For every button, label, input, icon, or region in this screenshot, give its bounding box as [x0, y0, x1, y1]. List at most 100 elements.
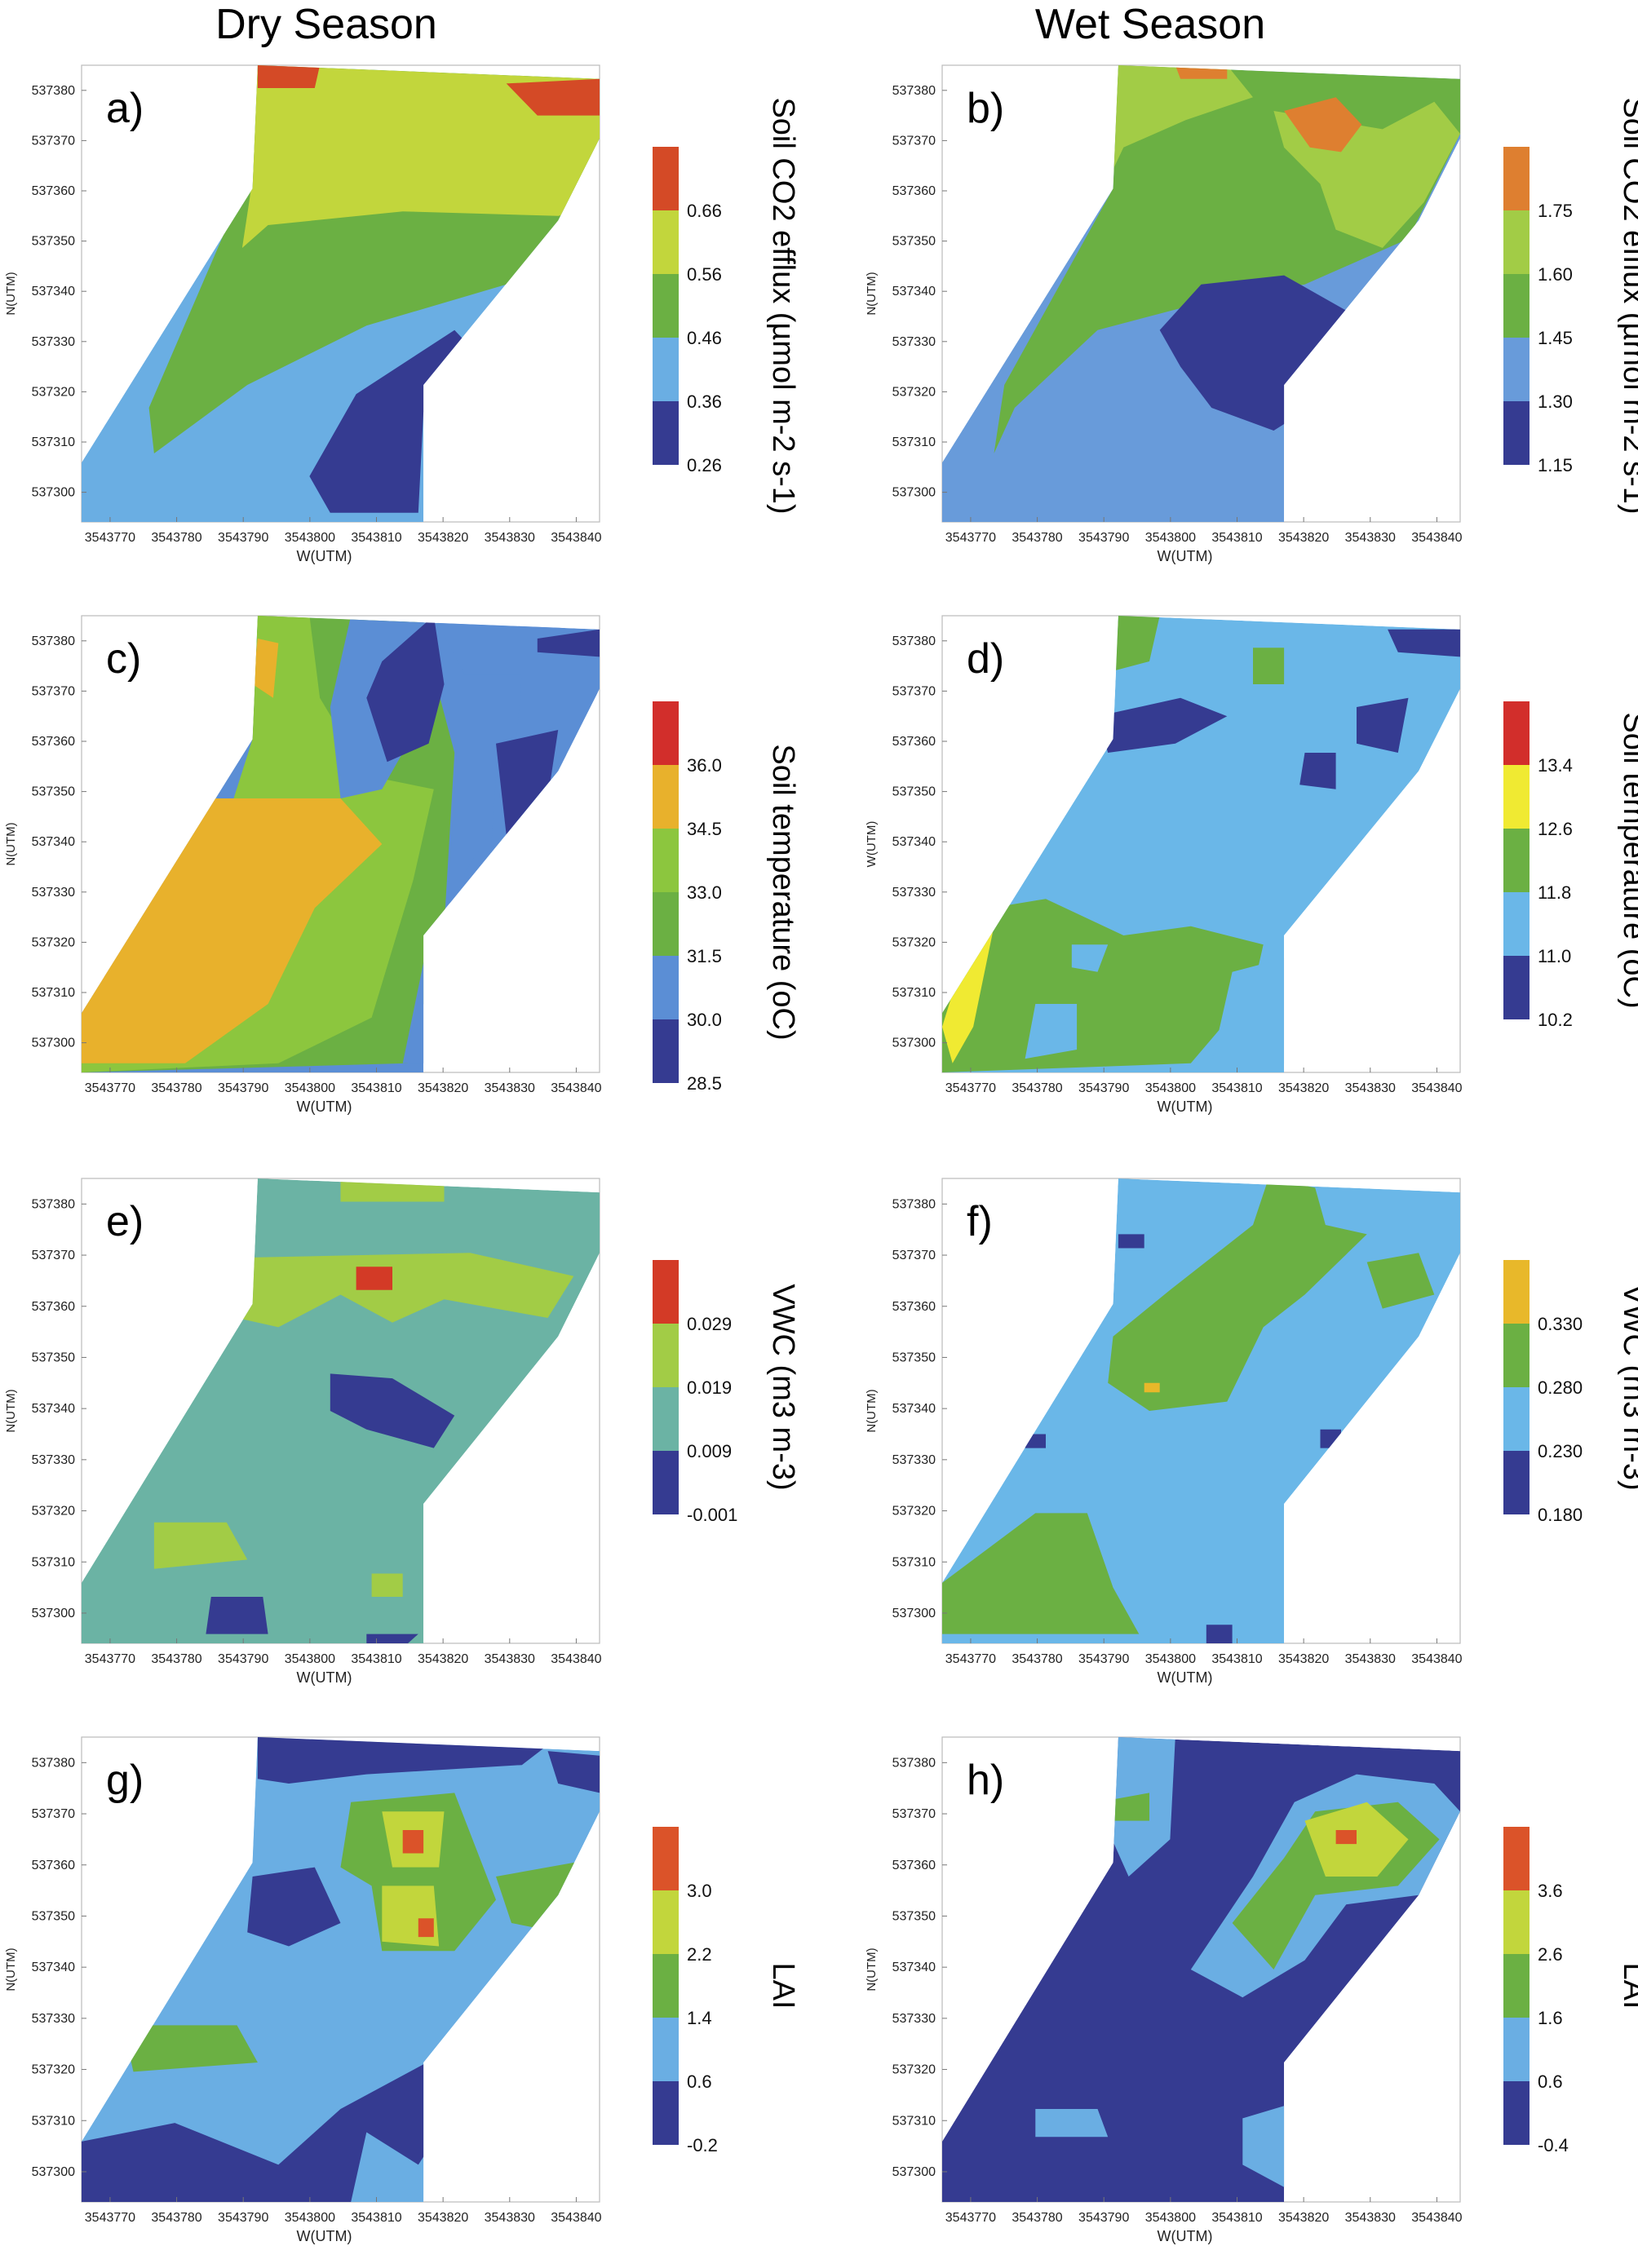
colorbar-swatch [1503, 829, 1530, 892]
x-tick-label: 3543840 [551, 1652, 601, 1666]
y-tick-label: 537370 [32, 1807, 75, 1821]
x-axis-label: W(UTM) [297, 2228, 352, 2244]
contour-field [82, 1178, 600, 1643]
x-axis-label: W(UTM) [297, 1669, 352, 1686]
y-tick-label: 537320 [32, 2063, 75, 2077]
x-tick-label: 3543770 [85, 1081, 135, 1095]
x-tick-label: 3543770 [85, 1652, 135, 1666]
colorbar: 0.330 0.280 0.230 0.180 VWC (m3 m-3) [1503, 1260, 1638, 1525]
x-tick-label: 3543810 [1211, 531, 1262, 545]
contour-region [247, 1867, 341, 1947]
x-axis-label: W(UTM) [1158, 1669, 1213, 1686]
y-tick-label: 537310 [32, 2114, 75, 2128]
colorbar-tick-label: -0.2 [687, 2135, 718, 2155]
contour-region [537, 629, 600, 657]
colorbar-swatch [653, 1260, 679, 1324]
x-tick-label: 3543840 [551, 2211, 601, 2225]
y-axis-label: N(UTM) [865, 272, 879, 315]
y-tick-label: 537310 [892, 435, 936, 449]
contour-region [1335, 1830, 1357, 1845]
y-tick-label: 537360 [32, 1859, 75, 1872]
x-tick-label: 3543820 [1278, 531, 1329, 545]
colorbar-label: VWC (m3 m-3) [1617, 1284, 1638, 1490]
x-tick-label: 3543790 [1078, 531, 1129, 545]
panel-label: a) [106, 85, 144, 132]
y-tick-label: 537360 [32, 1300, 75, 1314]
colorbar-label: VWC (m3 m-3) [766, 1284, 800, 1490]
colorbar-swatch [1503, 1954, 1530, 2018]
panel-label: f) [967, 1198, 993, 1245]
contour-region [1284, 97, 1362, 153]
y-tick-label: 537300 [892, 1607, 936, 1620]
colorbar-tick-label: 31.5 [687, 946, 722, 966]
contour-region [1357, 697, 1409, 753]
x-tick-label: 3543810 [351, 531, 401, 545]
contour-region [366, 1634, 418, 1643]
colorbar-swatch [653, 956, 679, 1019]
colorbar-tick-label: 0.6 [687, 2071, 712, 2092]
colorbar-tick-label: 12.6 [1538, 819, 1573, 839]
contour-field [82, 616, 600, 1072]
colorbar-tick-label: 10.2 [1538, 1010, 1573, 1030]
y-tick-label: 537320 [892, 935, 936, 949]
y-tick-label: 537340 [32, 835, 75, 849]
contour-region [942, 926, 994, 1063]
x-tick-label: 3543780 [151, 531, 201, 545]
y-tick-label: 537300 [892, 2165, 936, 2179]
colorbar-tick-label: 1.75 [1538, 201, 1573, 221]
x-tick-label: 3543810 [1211, 1652, 1262, 1666]
x-tick-label: 3543800 [285, 2211, 335, 2225]
y-tick-label: 537360 [892, 1859, 936, 1872]
x-tick-label: 3543790 [1078, 1652, 1129, 1666]
colorbar-tick-label: 34.5 [687, 819, 722, 839]
colorbar: 13.4 12.6 11.8 11.0 10.2 Soil temperature (oC… [1503, 701, 1638, 1030]
contour-region [1299, 753, 1336, 789]
colorbar-swatch [653, 1890, 679, 1954]
x-tick-label: 3543800 [1145, 2211, 1196, 2225]
x-tick-label: 3543780 [151, 1652, 201, 1666]
colorbar-tick-label: 36.0 [687, 755, 722, 776]
colorbar-swatch [1503, 401, 1530, 465]
x-tick-label: 3543780 [151, 2211, 201, 2225]
x-tick-label: 3543820 [1278, 1652, 1329, 1666]
y-tick-label: 537300 [32, 1037, 75, 1050]
y-tick-label: 537370 [32, 684, 75, 698]
colorbar-swatch [653, 210, 679, 274]
y-axis-label: W(UTM) [865, 821, 879, 868]
colorbar-tick-label: 1.6 [1538, 2008, 1563, 2028]
y-tick-label: 537380 [892, 1197, 936, 1211]
colorbar-swatch [653, 1827, 679, 1890]
x-tick-label: 3543770 [945, 531, 996, 545]
x-tick-label: 3543800 [1145, 531, 1196, 545]
colorbar-tick-label: 0.019 [687, 1377, 732, 1398]
colorbar-swatch [1503, 210, 1530, 274]
x-tick-label: 3543820 [418, 531, 468, 545]
contour-region [366, 616, 445, 763]
panel-h: h) 537380 537370 537360 537350 537340 537330 53… [865, 1736, 1638, 2244]
x-axis-label: W(UTM) [1158, 1099, 1213, 1115]
colorbar-swatch [1503, 1827, 1530, 1890]
x-tick-label: 3543800 [1145, 1652, 1196, 1666]
panel-g: g) 537380 537370 537360 537350 537340 537330 53… [4, 1736, 800, 2244]
x-tick-label: 3543770 [945, 1652, 996, 1666]
contour-region [418, 1918, 434, 1938]
y-tick-label: 537360 [892, 735, 936, 749]
colorbar-tick-label: 0.230 [1538, 1441, 1583, 1461]
colorbar-tick-label: 0.029 [687, 1314, 732, 1334]
colorbar-tick-label: 0.56 [687, 264, 722, 285]
x-axis-label: W(UTM) [1158, 2228, 1213, 2244]
x-tick-label: 3543790 [218, 531, 268, 545]
y-tick-label: 537310 [32, 435, 75, 449]
y-tick-label: 537330 [892, 1453, 936, 1467]
x-tick-label: 3543780 [1012, 531, 1062, 545]
y-tick-label: 537370 [892, 1249, 936, 1262]
x-tick-label: 3543770 [945, 2211, 996, 2225]
y-tick-label: 537360 [32, 735, 75, 749]
colorbar: 0.66 0.56 0.46 0.36 0.26 Soil CO2 efflux (µmo… [653, 97, 800, 515]
x-tick-label: 3543820 [418, 1081, 468, 1095]
colorbar-tick-label: 30.0 [687, 1010, 722, 1030]
contour-field [942, 1737, 1460, 2202]
colorbar-tick-label: 2.6 [1538, 1944, 1563, 1965]
colorbar-tick-label: 1.60 [1538, 264, 1573, 285]
contour-field [942, 1178, 1460, 1643]
